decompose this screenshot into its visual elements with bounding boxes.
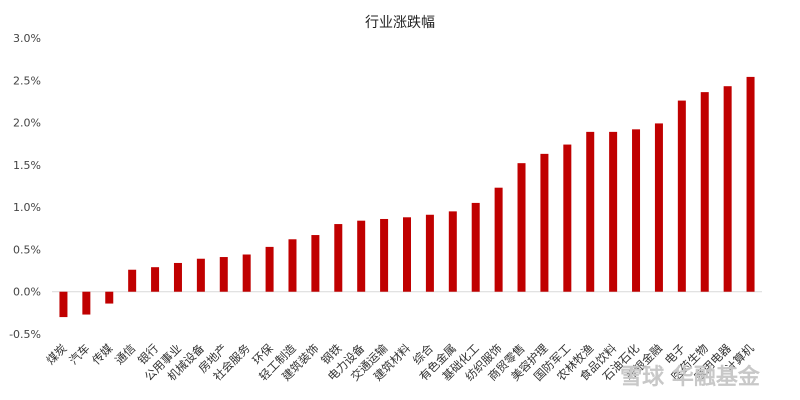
y-tick-label: 3.0%: [13, 32, 41, 45]
bar: [380, 218, 389, 292]
bar: [540, 153, 549, 292]
x-axis-labels: 煤炭汽车传媒通信银行公用事业机械设备房地产社会服务环保轻工制造建筑装饰钢铁电力设…: [43, 341, 757, 384]
bar: [632, 129, 641, 292]
y-tick-label: 1.0%: [13, 201, 41, 214]
x-tick-label: 通信: [112, 341, 138, 367]
y-tick-label: -0.5%: [9, 328, 41, 341]
bar: [425, 214, 434, 292]
bar: [59, 291, 68, 318]
x-tick-label: 煤炭: [43, 341, 69, 367]
bar: [82, 291, 91, 315]
bar: [105, 291, 114, 304]
bar: [609, 131, 618, 292]
bar: [654, 123, 663, 292]
y-tick-label: 1.5%: [13, 159, 41, 172]
bar: [723, 86, 732, 292]
y-tick-label: 2.5%: [13, 74, 41, 87]
bar: [746, 76, 755, 292]
bar: [196, 258, 205, 292]
bar: [151, 267, 160, 292]
y-tick-label: 0.0%: [13, 286, 41, 299]
bar: [288, 239, 297, 292]
bar: [357, 220, 366, 292]
bar: [677, 100, 686, 292]
bar: [173, 262, 182, 292]
chart-title: 行业涨跌幅: [365, 15, 435, 31]
bar: [586, 131, 595, 292]
bar: [471, 202, 480, 292]
bar: [128, 269, 137, 292]
x-tick-label: 汽车: [66, 341, 92, 367]
x-tick-label: 传媒: [89, 341, 116, 368]
bar: [448, 211, 457, 292]
bar: [700, 92, 709, 292]
y-axis: 3.0% 2.5% 2.0% 1.5% 1.0% 0.5% 0.0% -0.5%: [9, 32, 41, 341]
bar: [563, 144, 572, 292]
bar: [265, 246, 274, 292]
bar: [494, 187, 503, 292]
bar: [219, 257, 228, 292]
bar: [334, 224, 343, 292]
bar: [403, 217, 411, 292]
y-tick-label: 0.5%: [13, 243, 41, 256]
y-tick-label: 2.0%: [13, 117, 41, 130]
bar: [242, 254, 251, 292]
bar: [311, 235, 320, 292]
watermark: 雪球 华融基金: [620, 364, 761, 390]
bar: [517, 163, 526, 292]
bar-series: [59, 76, 755, 318]
